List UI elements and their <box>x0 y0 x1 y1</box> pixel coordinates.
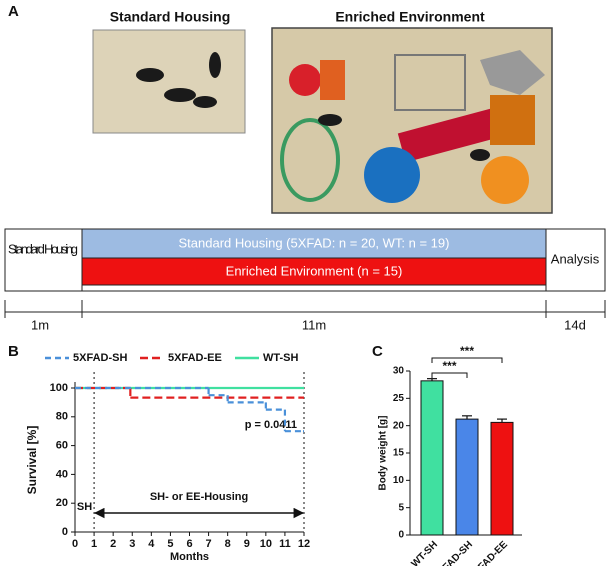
x-tick-label: 0 <box>72 538 78 550</box>
y-tick-label: 30 <box>393 366 405 377</box>
x-tick-label: 10 <box>260 538 272 550</box>
y-tick-label: 100 <box>50 382 68 394</box>
y-tick-label: 5 <box>398 502 404 513</box>
significance-label: *** <box>460 344 474 358</box>
y-tick-label: 20 <box>56 497 68 509</box>
panel-label: B <box>8 343 19 360</box>
y-tick-label: 20 <box>393 420 405 431</box>
x-tick-label: 4 <box>148 538 155 550</box>
y-axis-label: Body weight [g] <box>378 416 389 491</box>
x-tick-label: 8 <box>225 538 231 550</box>
y-tick-label: 0 <box>62 526 68 538</box>
bar <box>455 418 479 536</box>
photo-title: Enriched Environment <box>335 9 485 25</box>
x-tick-label: 5XFAD-EE <box>468 539 511 566</box>
photo-standard <box>92 29 246 134</box>
timeline-bar-label: Standard Housing (5XFAD: n = 20, WT: n =… <box>179 235 450 250</box>
y-tick-label: 25 <box>393 393 405 404</box>
y-tick-label: 0 <box>398 530 404 541</box>
timeline-bar-sh <box>81 228 547 259</box>
timeline-bar-ee <box>81 257 547 286</box>
significance-label: *** <box>442 359 456 373</box>
timeline-left: Standard Housing <box>8 241 78 256</box>
y-tick-label: 10 <box>393 475 405 486</box>
x-tick-label: WT-SH <box>409 539 440 566</box>
legend-label: 5XFAD-EE <box>168 352 222 364</box>
y-tick-label: 40 <box>56 468 68 480</box>
timeline-bar-label: Enriched Environment (n = 15) <box>226 263 403 278</box>
panel-label: A <box>8 3 19 20</box>
significance-bracket <box>431 357 503 363</box>
x-tick-label: 5XFAD-SH <box>432 539 475 566</box>
photo-enriched <box>271 27 553 214</box>
x-tick-label: 9 <box>244 538 250 550</box>
x-tick-label: 3 <box>129 538 135 550</box>
significance-bracket <box>431 372 468 378</box>
x-tick-label: 12 <box>298 538 310 550</box>
x-axis-label: Months <box>170 551 209 563</box>
x-tick-label: 6 <box>186 538 192 550</box>
x-tick-label: 5 <box>167 538 173 550</box>
y-tick-label: 15 <box>393 448 405 459</box>
timeline-right: Analysis <box>551 251 600 266</box>
annotation: SH- or EE-Housing <box>150 491 248 503</box>
bar <box>490 421 514 536</box>
y-tick-label: 80 <box>56 411 68 423</box>
x-tick-label: 1 <box>91 538 97 550</box>
x-tick-label: 2 <box>110 538 116 550</box>
y-axis-label: Survival [%] <box>25 426 39 495</box>
legend-label: WT-SH <box>263 352 298 364</box>
annotation: SH <box>77 501 92 513</box>
legend-label: 5XFAD-SH <box>73 352 127 364</box>
bar <box>420 380 444 536</box>
duration-label: 14d <box>564 317 586 332</box>
x-tick-label: 7 <box>206 538 212 550</box>
duration-label: 11m <box>302 317 326 332</box>
photo-title: Standard Housing <box>110 9 231 25</box>
annotation: p = 0.0411 <box>245 419 297 431</box>
x-tick-label: 11 <box>279 538 291 550</box>
y-tick-label: 60 <box>56 440 68 452</box>
panel-label: C <box>372 343 383 360</box>
duration-label: 1m <box>31 317 49 332</box>
